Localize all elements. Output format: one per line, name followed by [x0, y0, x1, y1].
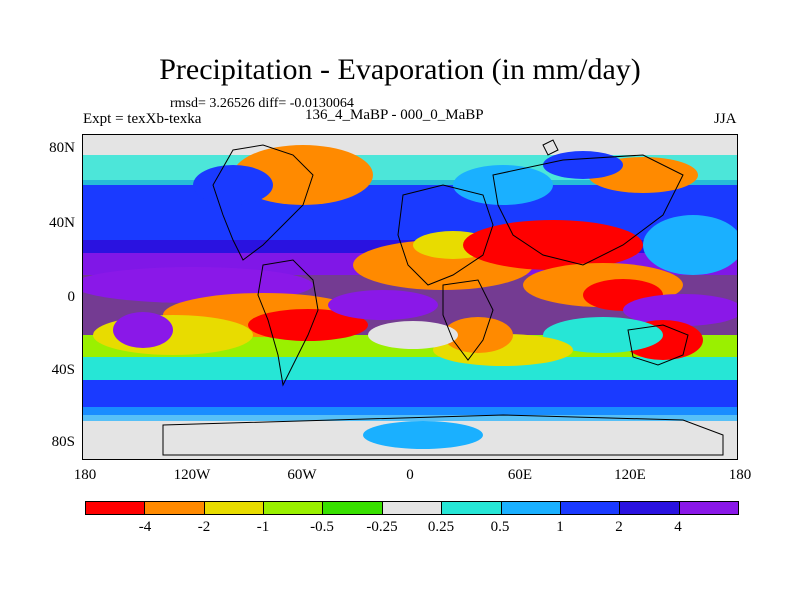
colorbar-swatch — [501, 502, 561, 514]
lat-label-eq: 0 — [67, 289, 76, 305]
colorbar-swatch — [620, 502, 680, 514]
colorbar-label: 0.25 — [427, 519, 455, 535]
colorbar-label: -2 — [197, 519, 211, 535]
colorbar — [85, 501, 739, 515]
precip-minus-evap-field — [83, 135, 737, 459]
lon-label-60w: 60W — [287, 467, 317, 483]
colorbar-swatch — [204, 502, 265, 514]
colorbar-swatch — [264, 502, 324, 514]
run-comparison-label: 136_4_MaBP - 000_0_MaBP — [305, 107, 484, 123]
colorbar-label: 0.5 — [490, 519, 510, 535]
lat-label-40s: 40S — [51, 362, 75, 378]
lon-label-180w: 180 — [73, 467, 97, 483]
colorbar-swatch — [560, 502, 621, 514]
colorbar-swatch — [323, 502, 383, 514]
experiment-label: Expt = texXb-texka — [83, 111, 202, 127]
colorbar-label: -4 — [138, 519, 152, 535]
colorbar-label: 4 — [674, 519, 682, 535]
colorbar-swatch — [442, 502, 502, 514]
colorbar-swatch — [382, 502, 443, 514]
lon-label-60e: 60E — [507, 467, 533, 483]
colorbar-label: -1 — [256, 519, 270, 535]
colorbar-swatch — [86, 502, 146, 514]
season-label: JJA — [714, 111, 737, 127]
lat-label-40n: 40N — [49, 215, 75, 231]
lat-label-80s: 80S — [51, 434, 75, 450]
lat-label-80n: 80N — [49, 140, 75, 156]
rmsd-diff-stats: rmsd= 3.26526 diff= -0.0130064 — [170, 96, 354, 111]
lon-label-0: 0 — [406, 467, 414, 483]
colorbar-label: -0.25 — [366, 519, 398, 535]
colorbar-swatch — [679, 502, 738, 514]
colorbar-swatch — [145, 502, 205, 514]
colorbar-label: -0.5 — [310, 519, 334, 535]
plot-title: Precipitation - Evaporation (in mm/day) — [159, 53, 641, 86]
lon-label-120w: 120W — [173, 467, 211, 483]
colorbar-label: 2 — [615, 519, 623, 535]
lon-label-180e: 180 — [728, 467, 752, 483]
colorbar-label: 1 — [556, 519, 564, 535]
lon-label-120e: 120E — [614, 467, 646, 483]
map-panel — [82, 134, 738, 460]
